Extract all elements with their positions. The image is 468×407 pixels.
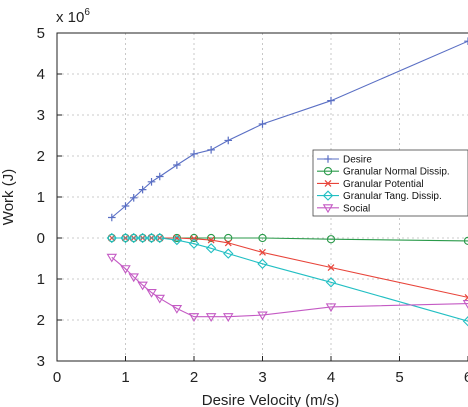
data-point [189,233,199,243]
legend-label: Desire [343,155,372,166]
y-tick-label: 3 [37,107,45,124]
data-point [222,313,234,322]
data-point [258,120,267,128]
data-point [188,313,200,322]
data-point [106,253,118,263]
data-point [138,185,147,194]
data-point [259,248,266,256]
legend-entry: Social [317,203,370,214]
data-point [120,265,131,275]
y-tick-label: 1 [37,271,45,288]
legend-marker [322,204,334,214]
y-tick-label: 1 [37,189,45,206]
y-tick-label: 0 [37,230,45,247]
y-multiplier-label: x 106 [56,7,90,26]
legend-entry: Granular Tang. Dissip. [317,190,442,202]
data-point [327,96,335,105]
data-point [155,172,164,181]
data-point [147,178,156,186]
legend-entry: Desire [317,155,372,166]
series-line [111,237,468,298]
y-tick-label: 5 [37,25,45,42]
x-axis-title: Desire Velocity (m/s) [202,392,340,407]
data-point [224,233,233,243]
data-point [462,300,468,309]
y-tick-label: 2 [37,148,45,165]
data-point [128,273,139,283]
x-tick-label: 4 [327,369,335,386]
legend-marker [324,179,332,187]
series-line [111,237,468,322]
data-point [257,311,268,321]
legend-marker [323,167,333,176]
data-point [121,202,130,210]
legend-label: Social [343,203,370,214]
legend-entry: Granular Potential [317,179,424,190]
legend-entry: Granular Normal Dissip. [317,167,450,178]
data-point [106,232,117,244]
series-4 [106,253,468,322]
data-point [207,146,215,154]
data-point [129,194,138,202]
data-point [154,294,166,304]
x-tick-label: 6 [464,369,468,386]
data-point [207,236,215,244]
data-point [108,213,116,222]
series-2 [108,234,468,301]
x-tick-label: 3 [258,369,266,386]
data-point [173,161,181,169]
data-point [325,303,337,313]
legend-marker [322,190,334,201]
x-tick-label: 2 [190,369,198,386]
y-tick-label: 4 [37,66,45,83]
data-point [137,232,148,244]
data-point [224,136,233,145]
data-point [223,248,234,259]
x-tick-label: 0 [53,369,61,386]
data-point [137,281,148,291]
y-tick-label: 2 [37,312,45,329]
legend-label: Granular Normal Dissip. [343,167,450,178]
legend-label: Granular Tang. Dissip. [343,191,442,202]
data-point [120,232,131,244]
x-tick-label: 5 [395,369,403,386]
data-point [146,232,157,244]
data-point [146,288,157,298]
data-point [154,232,165,244]
data-point [257,258,268,270]
legend-marker [324,155,332,163]
series-0 [108,37,468,222]
series-line [111,256,468,318]
data-point [190,150,198,158]
legend-label: Granular Potential [343,179,424,190]
x-tick-label: 1 [121,369,129,386]
data-point [188,238,200,249]
y-tick-label: 3 [37,353,45,370]
data-point [326,235,336,244]
data-point [327,264,335,271]
axis-ticks: 0 1 2 3 4 5 6 5 4 3 2 1 0 1 2 3 [37,25,468,386]
y-axis-title: Work (J) [0,169,17,225]
data-point [462,316,468,327]
data-point [258,233,267,243]
data-point [206,233,216,243]
data-point [325,277,337,288]
data-point [128,232,139,244]
series-group [106,37,468,327]
data-point [171,234,183,246]
data-point [171,304,183,314]
series-3 [106,232,468,327]
data-point [464,294,468,301]
data-point [464,37,468,45]
data-point [205,243,217,254]
data-point [205,313,217,322]
data-point [224,239,232,247]
